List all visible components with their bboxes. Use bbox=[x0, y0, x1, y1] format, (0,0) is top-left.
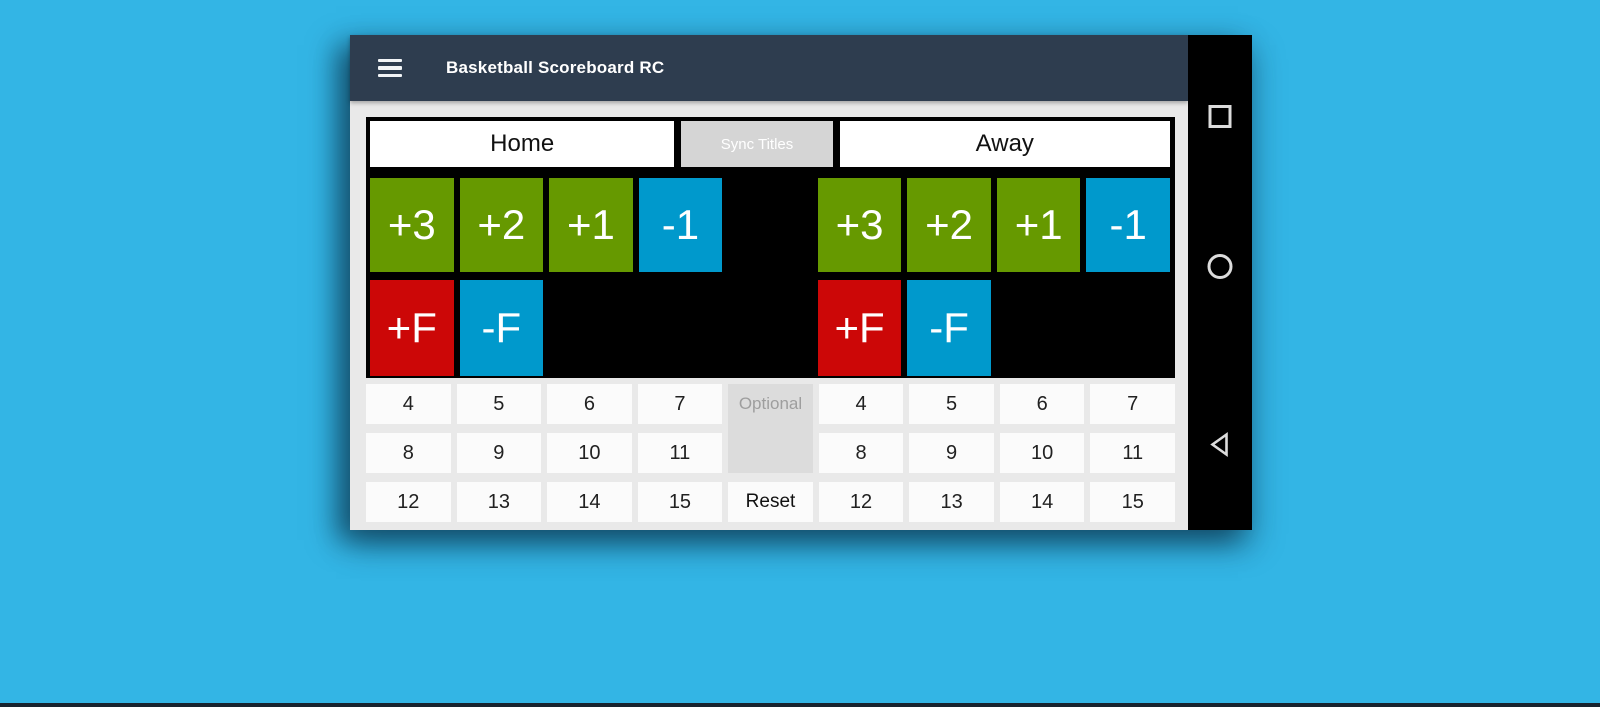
home-number-15[interactable]: 15 bbox=[637, 482, 723, 522]
reset-button[interactable]: Reset bbox=[728, 482, 813, 522]
home-plus1-button[interactable]: +1 bbox=[549, 178, 633, 272]
app-area: Basketball Scoreboard RC Sync Titles +3 … bbox=[350, 35, 1188, 530]
home-number-7[interactable]: 7 bbox=[637, 384, 723, 424]
home-number-9[interactable]: 9 bbox=[456, 433, 542, 473]
spacer bbox=[549, 280, 812, 376]
spacer bbox=[728, 178, 812, 272]
home-foul-plus-button[interactable]: +F bbox=[370, 280, 454, 376]
recents-square-icon[interactable] bbox=[1208, 105, 1232, 128]
foul-button-row: +F -F +F -F bbox=[370, 280, 1170, 376]
home-plus2-button[interactable]: +2 bbox=[459, 178, 544, 272]
away-plus3-button[interactable]: +3 bbox=[817, 178, 902, 272]
home-number-8[interactable]: 8 bbox=[366, 433, 451, 473]
home-number-13[interactable]: 13 bbox=[456, 482, 542, 522]
away-foul-plus-button[interactable]: +F bbox=[817, 280, 902, 376]
home-number-12[interactable]: 12 bbox=[366, 482, 451, 522]
app-content: Sync Titles +3 +2 +1 -1 +3 +2 +1 -1 bbox=[350, 101, 1188, 530]
away-number-13[interactable]: 13 bbox=[909, 482, 994, 522]
app-bar: Basketball Scoreboard RC bbox=[350, 35, 1188, 101]
optional-label: Optional bbox=[728, 384, 813, 473]
score-button-row: +3 +2 +1 -1 +3 +2 +1 -1 bbox=[370, 178, 1170, 272]
away-plus2-button[interactable]: +2 bbox=[907, 178, 991, 272]
player-number-grid: 4 5 6 7 Optional 4 5 6 7 8 9 10 11 8 9 1… bbox=[366, 384, 1175, 522]
home-number-5[interactable]: 5 bbox=[456, 384, 542, 424]
away-number-15[interactable]: 15 bbox=[1090, 482, 1175, 522]
away-number-8[interactable]: 8 bbox=[818, 433, 904, 473]
app-title: Basketball Scoreboard RC bbox=[446, 58, 665, 77]
away-number-10[interactable]: 10 bbox=[999, 433, 1085, 473]
home-minus1-button[interactable]: -1 bbox=[638, 178, 723, 272]
home-number-10[interactable]: 10 bbox=[547, 433, 632, 473]
title-row: Sync Titles bbox=[370, 121, 1170, 167]
away-number-4[interactable]: 4 bbox=[818, 384, 904, 424]
away-number-6[interactable]: 6 bbox=[999, 384, 1085, 424]
menu-icon[interactable] bbox=[378, 58, 402, 78]
away-number-14[interactable]: 14 bbox=[999, 482, 1085, 522]
home-foul-minus-button[interactable]: -F bbox=[459, 280, 544, 376]
android-navigation-bar bbox=[1188, 35, 1252, 530]
away-plus1-button[interactable]: +1 bbox=[996, 178, 1081, 272]
home-number-4[interactable]: 4 bbox=[366, 384, 451, 424]
spacer bbox=[997, 280, 1170, 376]
away-number-5[interactable]: 5 bbox=[909, 384, 994, 424]
away-foul-minus-button[interactable]: -F bbox=[907, 280, 991, 376]
home-number-14[interactable]: 14 bbox=[547, 482, 632, 522]
home-circle-icon[interactable] bbox=[1207, 254, 1233, 279]
away-number-9[interactable]: 9 bbox=[909, 433, 994, 473]
android-screenshot-window: Basketball Scoreboard RC Sync Titles +3 … bbox=[350, 35, 1252, 530]
home-number-6[interactable]: 6 bbox=[547, 384, 632, 424]
screenshot-bottom-edge bbox=[0, 703, 1600, 707]
scoreboard-panel: Sync Titles +3 +2 +1 -1 +3 +2 +1 -1 bbox=[366, 117, 1175, 378]
home-plus3-button[interactable]: +3 bbox=[370, 178, 454, 272]
home-title-field[interactable] bbox=[370, 121, 675, 167]
away-minus1-button[interactable]: -1 bbox=[1086, 178, 1170, 272]
away-number-12[interactable]: 12 bbox=[818, 482, 904, 522]
back-triangle-icon[interactable] bbox=[1207, 431, 1234, 458]
home-number-11[interactable]: 11 bbox=[637, 433, 723, 473]
away-title-field[interactable] bbox=[839, 121, 1170, 167]
away-number-7[interactable]: 7 bbox=[1090, 384, 1175, 424]
sync-titles-button[interactable]: Sync Titles bbox=[681, 121, 833, 167]
away-number-11[interactable]: 11 bbox=[1090, 433, 1175, 473]
